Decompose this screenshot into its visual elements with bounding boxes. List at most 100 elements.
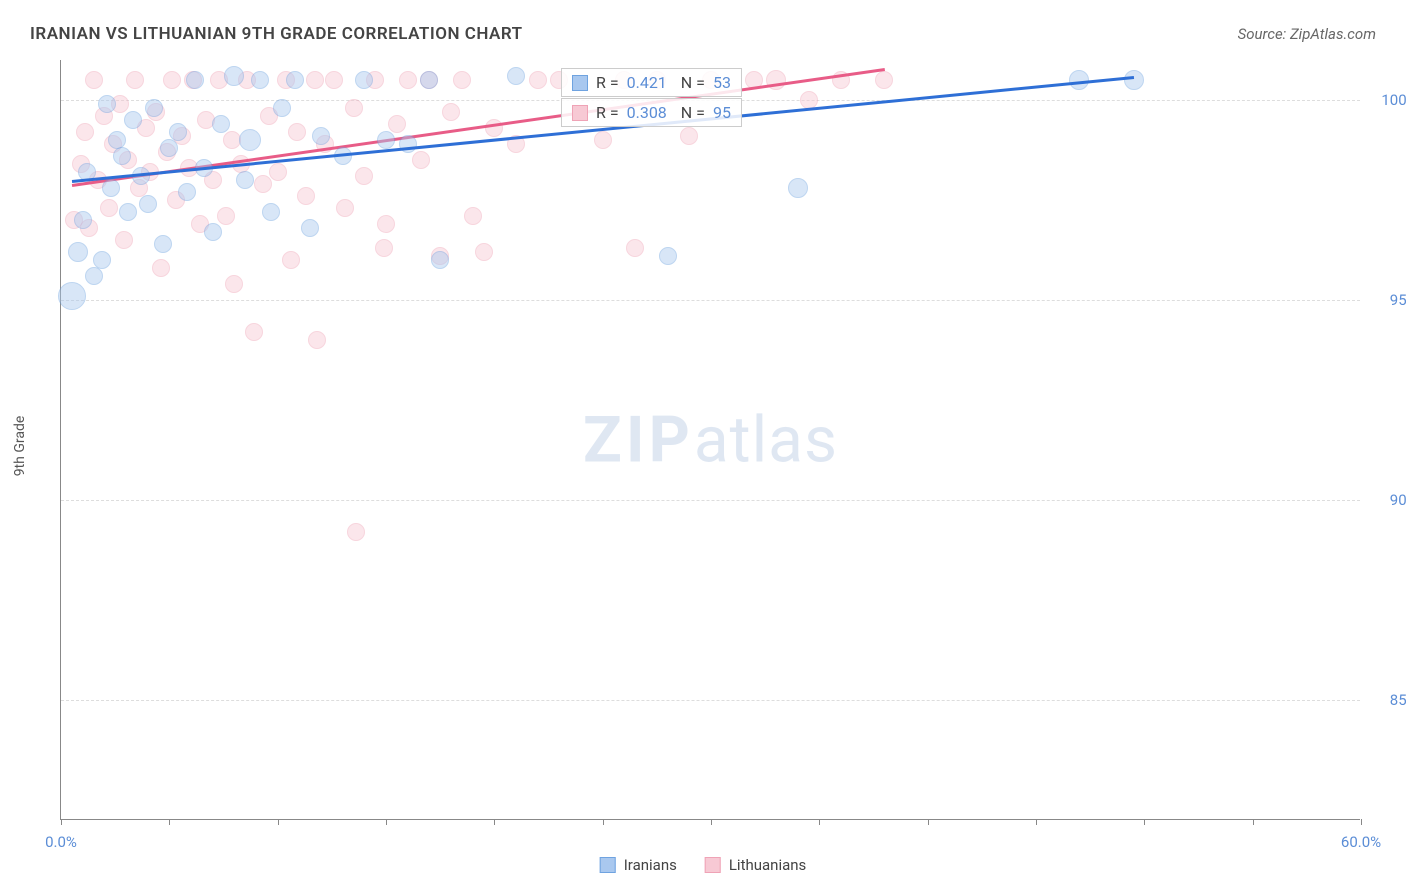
scatter-point-iranians xyxy=(98,95,116,113)
stats-box-lithuanians: R =0.308N =95 xyxy=(561,98,742,127)
scatter-point-iranians xyxy=(154,235,172,253)
legend-item-iranians: Iranians xyxy=(600,856,677,874)
scatter-point-iranians xyxy=(204,223,222,241)
scatter-point-iranians xyxy=(262,203,280,221)
scatter-plot-area: ZIPatlas 85.0%90.0%95.0%100.0%0.0%60.0%R… xyxy=(60,60,1360,820)
legend-label-lithuanians: Lithuanians xyxy=(729,856,806,874)
scatter-point-lithuanians xyxy=(325,71,343,89)
scatter-point-iranians xyxy=(102,179,120,197)
scatter-point-iranians xyxy=(169,123,187,141)
scatter-point-iranians xyxy=(377,131,395,149)
scatter-point-lithuanians xyxy=(115,231,133,249)
scatter-point-iranians xyxy=(312,127,330,145)
x-tick xyxy=(1144,819,1145,825)
scatter-point-iranians xyxy=(507,67,525,85)
scatter-point-iranians xyxy=(186,71,204,89)
x-tick-label: 0.0% xyxy=(45,833,77,851)
x-tick xyxy=(711,819,712,825)
scatter-point-lithuanians xyxy=(399,71,417,89)
scatter-point-lithuanians xyxy=(680,127,698,145)
scatter-point-lithuanians xyxy=(347,523,365,541)
chart-header: IRANIAN VS LITHUANIAN 9TH GRADE CORRELAT… xyxy=(30,24,1376,44)
scatter-point-lithuanians xyxy=(85,71,103,89)
chart-title: IRANIAN VS LITHUANIAN 9TH GRADE CORRELAT… xyxy=(30,24,523,44)
legend-swatch-iranians xyxy=(600,857,616,873)
scatter-point-lithuanians xyxy=(254,175,272,193)
scatter-point-iranians xyxy=(139,195,157,213)
scatter-point-iranians xyxy=(355,71,373,89)
stats-swatch xyxy=(572,105,588,121)
scatter-point-lithuanians xyxy=(345,99,363,117)
y-tick-label: 85.0% xyxy=(1370,691,1406,709)
scatter-point-iranians xyxy=(224,66,244,86)
scatter-point-iranians xyxy=(431,251,449,269)
stats-box-iranians: R =0.421N =53 xyxy=(561,68,742,97)
series-legend: Iranians Lithuanians xyxy=(600,856,807,874)
scatter-point-lithuanians xyxy=(308,331,326,349)
x-tick xyxy=(603,819,604,825)
scatter-point-iranians xyxy=(160,139,178,157)
x-tick xyxy=(61,819,62,825)
x-tick xyxy=(494,819,495,825)
legend-label-iranians: Iranians xyxy=(624,856,677,874)
scatter-point-lithuanians xyxy=(245,323,263,341)
source-attribution: Source: ZipAtlas.com xyxy=(1238,25,1376,43)
scatter-point-lithuanians xyxy=(225,275,243,293)
scatter-point-lithuanians xyxy=(529,71,547,89)
legend-swatch-lithuanians xyxy=(705,857,721,873)
scatter-point-iranians xyxy=(145,99,163,117)
scatter-point-iranians xyxy=(236,171,254,189)
x-tick xyxy=(278,819,279,825)
y-axis-label: 9th Grade xyxy=(12,416,28,477)
scatter-point-lithuanians xyxy=(412,151,430,169)
scatter-point-lithuanians xyxy=(475,243,493,261)
y-tick-label: 95.0% xyxy=(1370,291,1406,309)
scatter-point-iranians xyxy=(420,71,438,89)
scatter-point-iranians xyxy=(119,203,137,221)
watermark-logo: ZIPatlas xyxy=(583,402,838,477)
scatter-point-lithuanians xyxy=(126,71,144,89)
scatter-point-iranians xyxy=(1124,70,1144,90)
scatter-point-iranians xyxy=(68,242,88,262)
y-tick-label: 90.0% xyxy=(1370,491,1406,509)
scatter-point-iranians xyxy=(273,99,291,117)
scatter-point-iranians xyxy=(399,135,417,153)
x-tick xyxy=(1036,819,1037,825)
scatter-point-lithuanians xyxy=(442,103,460,121)
x-tick xyxy=(386,819,387,825)
scatter-point-lithuanians xyxy=(217,207,235,225)
scatter-point-lithuanians xyxy=(375,239,393,257)
scatter-point-lithuanians xyxy=(76,123,94,141)
scatter-point-iranians xyxy=(93,251,111,269)
scatter-point-iranians xyxy=(251,71,269,89)
legend-item-lithuanians: Lithuanians xyxy=(705,856,806,874)
scatter-point-lithuanians xyxy=(626,239,644,257)
x-tick xyxy=(819,819,820,825)
scatter-point-lithuanians xyxy=(152,259,170,277)
scatter-point-iranians xyxy=(301,219,319,237)
scatter-point-iranians xyxy=(74,211,92,229)
scatter-point-iranians xyxy=(239,129,261,151)
gridline xyxy=(61,300,1360,301)
scatter-point-lithuanians xyxy=(282,251,300,269)
scatter-point-lithuanians xyxy=(297,187,315,205)
gridline xyxy=(61,700,1360,701)
scatter-point-lithuanians xyxy=(336,199,354,217)
scatter-point-iranians xyxy=(58,282,86,310)
scatter-point-lithuanians xyxy=(594,131,612,149)
scatter-point-iranians xyxy=(212,115,230,133)
scatter-point-iranians xyxy=(113,147,131,165)
scatter-point-lithuanians xyxy=(288,123,306,141)
stats-swatch xyxy=(572,75,588,91)
x-tick-label: 60.0% xyxy=(1341,833,1381,851)
scatter-point-lithuanians xyxy=(306,71,324,89)
scatter-point-iranians xyxy=(286,71,304,89)
scatter-point-iranians xyxy=(124,111,142,129)
scatter-point-lithuanians xyxy=(464,207,482,225)
scatter-point-iranians xyxy=(85,267,103,285)
scatter-point-iranians xyxy=(178,183,196,201)
y-tick-label: 100.0% xyxy=(1370,91,1406,109)
scatter-point-lithuanians xyxy=(355,167,373,185)
scatter-point-lithuanians xyxy=(388,115,406,133)
scatter-point-lithuanians xyxy=(163,71,181,89)
